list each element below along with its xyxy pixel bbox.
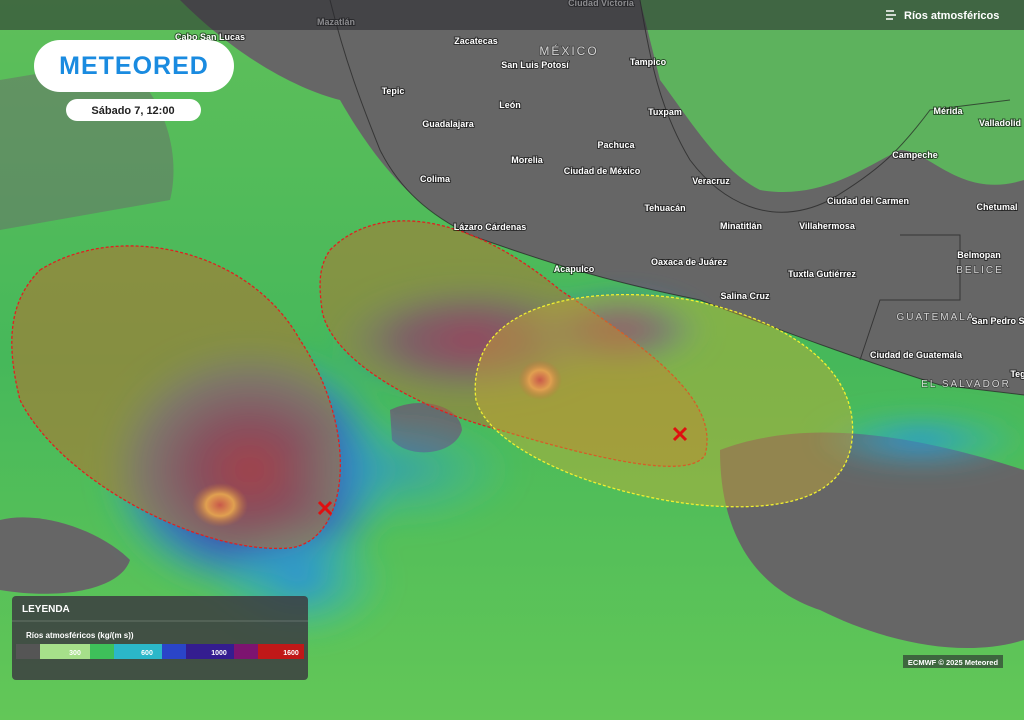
city-label: Zacatecas — [454, 36, 498, 46]
warning-zone — [319, 220, 708, 467]
city-label: Ciudad de Guatemala — [870, 350, 963, 360]
storm-position — [317, 426, 688, 516]
legend-swatch — [258, 644, 304, 659]
moisture-band — [280, 410, 520, 530]
legend-swatch — [90, 644, 114, 659]
date-pill[interactable] — [66, 99, 201, 121]
borders — [329, 0, 1024, 396]
legend-tick: 1000 — [211, 650, 227, 657]
legend-tick: 600 — [141, 650, 153, 657]
city-label: Tampico — [630, 57, 667, 67]
city-label: Oaxaca de Juárez — [651, 257, 728, 267]
dry-patch — [720, 432, 1024, 649]
city-label: San Luis Potosí — [501, 60, 569, 70]
legend-swatch — [114, 644, 162, 659]
legend-swatch — [40, 644, 90, 659]
city-label: Tepic — [382, 86, 405, 96]
city-label: Tuxpam — [648, 107, 682, 117]
moisture-band — [810, 410, 1024, 470]
warning-zone — [11, 245, 341, 550]
city-label: Acapulco — [554, 264, 595, 274]
city-label: Chetumal — [976, 202, 1017, 212]
top-bar — [0, 0, 1024, 30]
legend-swatch — [186, 644, 234, 659]
x-mark — [317, 500, 333, 516]
city-label: Valladolid — [979, 118, 1021, 128]
city-label: Campeche — [892, 150, 938, 160]
city-label: Minatitlán — [720, 221, 762, 231]
credit-box — [903, 655, 1003, 668]
city-label: Lázaro Cárdenas — [454, 222, 527, 232]
border-line — [859, 234, 961, 361]
city-label: Salina Cruz — [720, 291, 770, 301]
legend-title: LEYENDA — [22, 604, 70, 615]
city-label: Colima — [420, 174, 451, 184]
city-label: Pachuca — [597, 140, 635, 150]
city-label: Teg — [1010, 369, 1024, 379]
city-label: Tehuacán — [644, 203, 685, 213]
logo: METEORED — [59, 52, 209, 80]
logo-pill — [34, 40, 234, 92]
date: Sábado 7, 12:00 — [91, 105, 174, 117]
legend-swatch — [234, 644, 258, 659]
city-label: Morelia — [511, 155, 544, 165]
storm-core — [192, 483, 248, 527]
city-label: Belmopan — [957, 250, 1001, 260]
dry-patch — [0, 517, 130, 594]
city-label: Veracruz — [692, 176, 730, 186]
legend-tick: 300 — [69, 650, 81, 657]
coastline — [639, 0, 1011, 213]
watch-zone — [474, 293, 854, 508]
layer-title: Ríos atmosféricos — [904, 10, 999, 22]
legend-swatch — [16, 644, 40, 659]
country-label: EL SALVADOR — [921, 379, 1011, 390]
city-label: San Pedro S — [971, 316, 1024, 326]
layer-button[interactable]: Ríos atmosféricos — [886, 10, 999, 22]
credit: ECMWF © 2025 Meteored — [908, 658, 999, 667]
coastline — [329, 0, 1024, 396]
city-label: Ciudad de México — [564, 166, 641, 176]
legend-subtitle: Ríos atmosféricos (kg/(m s)) — [26, 631, 134, 640]
x-mark — [672, 426, 688, 442]
layer-icon — [886, 10, 896, 20]
city-label: Ciudad del Carmen — [827, 196, 909, 206]
country-label: BELICE — [956, 265, 1004, 276]
city-label: León — [499, 100, 521, 110]
city-label: Tuxtla Gutiérrez — [788, 269, 856, 279]
legend-tick: 1600 — [283, 650, 299, 657]
storm-core — [518, 360, 562, 400]
legend-scale — [16, 644, 304, 659]
city-label: Guadalajara — [422, 119, 475, 129]
city-label: Villahermosa — [799, 221, 856, 231]
legend-swatch — [162, 644, 186, 659]
country-label: MÉXICO — [539, 43, 598, 58]
city-label: Mérida — [933, 106, 963, 116]
country-label: GUATEMALA — [897, 312, 976, 323]
gulf-field — [640, 0, 1024, 192]
